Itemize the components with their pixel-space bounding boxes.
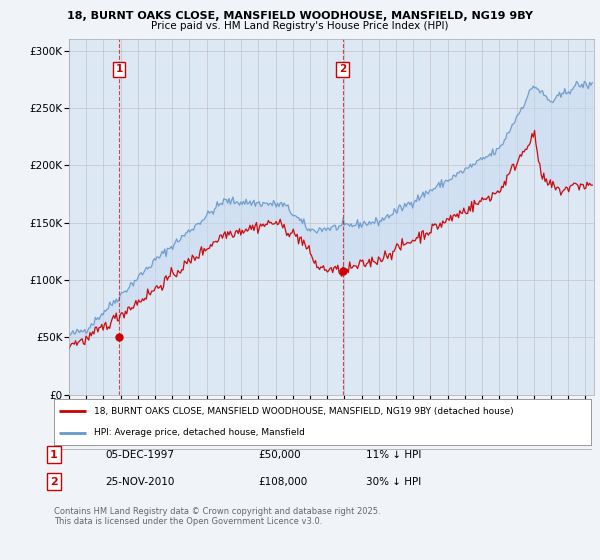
Text: 30% ↓ HPI: 30% ↓ HPI	[366, 477, 421, 487]
Text: 2: 2	[339, 64, 346, 74]
Text: 1: 1	[116, 64, 123, 74]
Text: HPI: Average price, detached house, Mansfield: HPI: Average price, detached house, Mans…	[94, 428, 305, 437]
Text: Price paid vs. HM Land Registry's House Price Index (HPI): Price paid vs. HM Land Registry's House …	[151, 21, 449, 31]
Text: 05-DEC-1997: 05-DEC-1997	[105, 450, 174, 460]
Text: 25-NOV-2010: 25-NOV-2010	[105, 477, 175, 487]
Text: 2: 2	[50, 477, 58, 487]
Text: 18, BURNT OAKS CLOSE, MANSFIELD WOODHOUSE, MANSFIELD, NG19 9BY: 18, BURNT OAKS CLOSE, MANSFIELD WOODHOUS…	[67, 11, 533, 21]
Text: £108,000: £108,000	[258, 477, 307, 487]
Text: 18, BURNT OAKS CLOSE, MANSFIELD WOODHOUSE, MANSFIELD, NG19 9BY (detached house): 18, BURNT OAKS CLOSE, MANSFIELD WOODHOUS…	[94, 407, 514, 416]
Text: 1: 1	[50, 450, 58, 460]
Text: Contains HM Land Registry data © Crown copyright and database right 2025.
This d: Contains HM Land Registry data © Crown c…	[54, 507, 380, 526]
Text: £50,000: £50,000	[258, 450, 301, 460]
Text: 11% ↓ HPI: 11% ↓ HPI	[366, 450, 421, 460]
